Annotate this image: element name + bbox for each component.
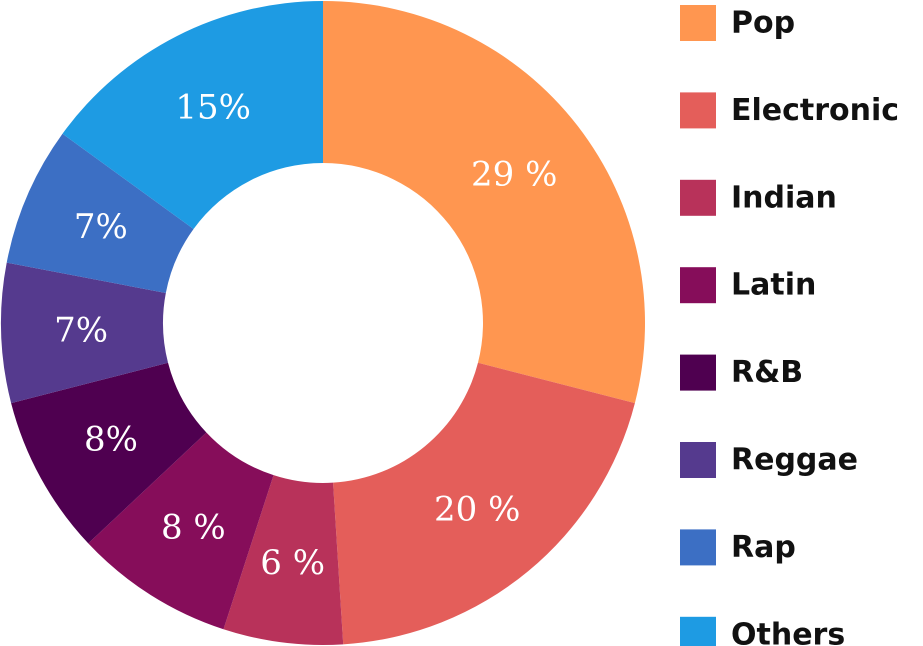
slice-label-others: 15% [175,87,251,127]
legend-label-randb: R&B [731,355,803,390]
legend-label-others: Others [731,617,845,646]
legend-label-latin: Latin [731,268,816,303]
slice-latin [88,432,274,630]
slice-others [62,1,324,229]
slice-label-randb: 8% [84,420,138,460]
slice-randb [11,362,207,544]
legend-swatch-pop [680,5,716,41]
donut-slices [1,1,646,645]
legend-label-electronic: Electronic [731,93,899,128]
slice-reggae [1,262,169,404]
legend-swatch-reggae [680,442,716,478]
legend-label-rap: Rap [731,530,796,565]
slice-label-indian: 6 % [260,543,325,583]
slice-rap [6,133,194,294]
legend-swatch-rap [680,529,716,566]
legend-swatch-electronic [680,92,716,129]
slice-electronic [333,362,635,645]
legend-swatch-indian [680,179,716,216]
legend-swatch-others [680,616,716,646]
legend-swatch-latin [680,267,716,304]
legend-label-pop: Pop [731,6,795,41]
slice-label-electronic: 20 % [434,489,520,529]
slice-label-reggae: 7% [54,311,108,351]
slice-label-latin: 8 % [161,507,226,547]
slice-label-pop: 29 % [471,155,557,195]
slice-indian [223,475,344,645]
legend-label-reggae: Reggae [731,443,858,478]
legend-label-indian: Indian [731,180,837,215]
slice-label-rap: 7% [74,207,128,247]
legend-swatch-randb [680,354,716,391]
slice-pop [323,1,646,404]
legend: Pop Electronic Indian Latin R&B Reggae Rap Othe… [680,5,899,646]
slice-labels: 29 % 20 % 6 % 8 % 8% 7% 7% 15% [54,87,557,583]
